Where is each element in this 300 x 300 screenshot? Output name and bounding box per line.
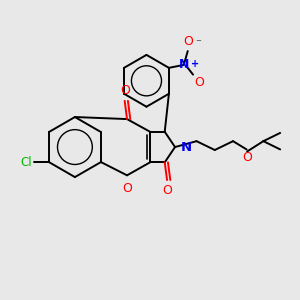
Text: +: + xyxy=(191,59,199,69)
Text: O: O xyxy=(194,76,204,89)
Text: O: O xyxy=(242,152,252,164)
Text: O: O xyxy=(122,182,132,195)
Text: O: O xyxy=(163,184,172,196)
Text: O: O xyxy=(183,35,193,48)
Text: N: N xyxy=(179,58,189,71)
Text: O: O xyxy=(120,84,130,97)
Text: N: N xyxy=(180,141,191,154)
Text: Cl: Cl xyxy=(20,156,32,169)
Text: ⁻: ⁻ xyxy=(195,38,201,48)
